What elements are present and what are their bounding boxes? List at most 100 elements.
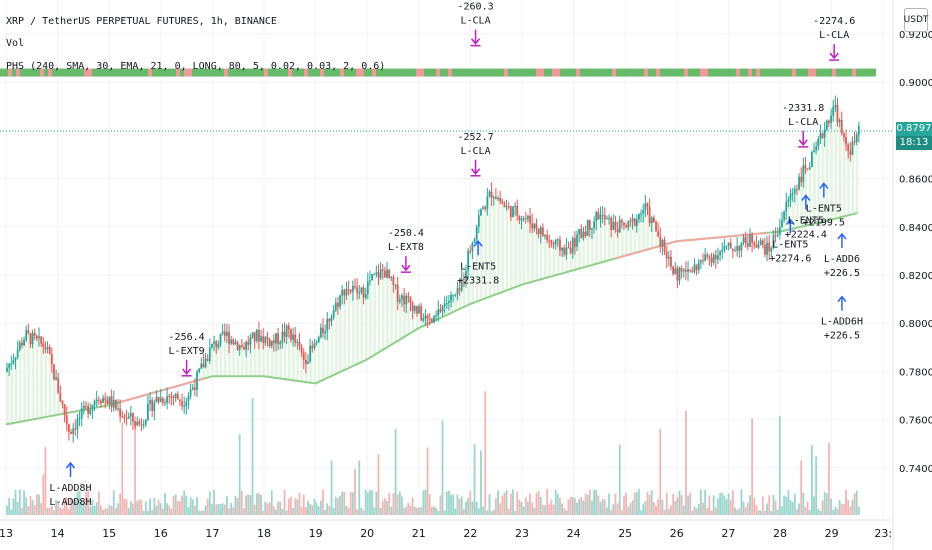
time-axis[interactable]: 13 14 15 16 17 18 19 20 21 22 23 24 25 26 27 28 29 23: bbox=[0, 519, 932, 540]
candle-body bbox=[810, 152, 813, 168]
candle-body bbox=[533, 223, 536, 229]
candle-body bbox=[153, 402, 156, 411]
volume-bar bbox=[140, 500, 143, 515]
ma-fill-segment bbox=[544, 235, 547, 279]
candle-body bbox=[742, 236, 745, 243]
candle-body bbox=[123, 416, 126, 418]
candle-body bbox=[746, 243, 749, 247]
currency-label[interactable]: USDT bbox=[904, 8, 928, 32]
volume-bar bbox=[652, 502, 655, 515]
candle-body bbox=[482, 207, 484, 210]
ma-fill-segment bbox=[847, 151, 850, 216]
candle-body bbox=[16, 349, 19, 358]
volume-bar bbox=[121, 422, 124, 515]
volume-bar bbox=[211, 503, 213, 515]
candle-body bbox=[710, 257, 713, 263]
symbol-legend[interactable]: XRP / TetherUS PERPETUAL FUTURES, 1h, BI… bbox=[6, 16, 277, 27]
candle-body bbox=[667, 256, 670, 259]
band-segment bbox=[664, 68, 668, 77]
long-signal: L-ADD6 +226.5 bbox=[824, 232, 860, 279]
signal-label: +226.5 bbox=[824, 268, 860, 279]
candle-body bbox=[249, 337, 252, 345]
candle-body bbox=[806, 168, 809, 170]
band-segment bbox=[172, 68, 176, 77]
candle-body bbox=[851, 141, 854, 155]
time-tick-label: 17 bbox=[205, 527, 219, 540]
band-segment bbox=[496, 68, 500, 77]
volume-bar bbox=[108, 504, 111, 515]
candle-body bbox=[433, 316, 435, 323]
volume-bar bbox=[629, 503, 632, 515]
ma-fill-segment bbox=[18, 342, 22, 423]
volume-legend[interactable]: Vol bbox=[6, 38, 25, 49]
band-segment bbox=[796, 68, 800, 77]
candle-body bbox=[168, 396, 171, 398]
volume-bar bbox=[729, 499, 732, 515]
band-segment bbox=[508, 68, 512, 77]
volume-bar bbox=[448, 490, 450, 515]
volume-bar bbox=[362, 510, 365, 515]
ma-fill-segment bbox=[57, 393, 61, 415]
volume-bar bbox=[584, 493, 587, 515]
signal-label: L-EXT8 bbox=[388, 242, 424, 253]
ma-fill-segment bbox=[415, 313, 419, 330]
candle-body bbox=[448, 301, 450, 304]
volume-bar bbox=[159, 503, 162, 515]
ma-fill-segment bbox=[296, 341, 300, 381]
volume-bar bbox=[23, 490, 25, 515]
ma-fill-segment bbox=[646, 206, 650, 250]
volume-bar bbox=[821, 500, 824, 515]
volume-bar bbox=[371, 490, 373, 515]
volume-bar bbox=[460, 496, 463, 515]
candle-body bbox=[755, 245, 758, 248]
candle-body bbox=[78, 418, 81, 420]
volume-bar bbox=[97, 491, 100, 515]
volume-bar bbox=[541, 504, 544, 515]
band-segment bbox=[188, 68, 192, 77]
volume-bar bbox=[616, 503, 619, 515]
candle-body bbox=[304, 359, 307, 365]
volume-bar bbox=[815, 456, 818, 515]
volume-bar bbox=[249, 495, 252, 515]
volume-bar bbox=[791, 501, 794, 515]
band-segment bbox=[644, 68, 648, 77]
band-segment bbox=[516, 68, 520, 77]
band-segment bbox=[724, 68, 728, 77]
volume-bar bbox=[672, 493, 675, 515]
band-segment bbox=[832, 68, 836, 77]
volume-bar bbox=[441, 420, 444, 515]
band-segment bbox=[100, 68, 104, 77]
candle-body bbox=[164, 402, 166, 404]
candle-body bbox=[541, 227, 544, 236]
candle-body bbox=[766, 242, 768, 255]
volume-bar bbox=[85, 491, 87, 515]
candle-body bbox=[539, 227, 542, 235]
candle-body bbox=[569, 247, 572, 254]
volume-bar bbox=[655, 505, 657, 515]
candle-body bbox=[202, 363, 205, 368]
ma-fill-segment bbox=[339, 295, 342, 373]
candle-body bbox=[8, 363, 11, 368]
band-segment bbox=[344, 68, 348, 77]
candle-body bbox=[813, 150, 815, 153]
ma-fill-segment bbox=[198, 368, 201, 381]
candle-body bbox=[717, 255, 719, 260]
arrow-head-icon bbox=[182, 368, 192, 376]
ma-fill-segment bbox=[787, 199, 791, 230]
signal-label: L-CLA bbox=[461, 16, 491, 27]
band-segment bbox=[804, 68, 808, 77]
candle-body bbox=[439, 309, 442, 312]
price-tick-label: 0.9000 bbox=[899, 78, 932, 89]
band-segment bbox=[88, 68, 92, 77]
band-segment bbox=[460, 68, 464, 77]
indicator-legend[interactable]: PHS (240, SMA, 30, EMA, 21, 0, LONG, 80,… bbox=[6, 61, 386, 72]
volume-bar bbox=[351, 492, 354, 515]
candle-body bbox=[112, 400, 115, 408]
candle-body bbox=[597, 212, 600, 220]
price-axis[interactable]: 0.92000.90000.88000.86000.84000.82000.80… bbox=[892, 0, 932, 550]
volume-bar bbox=[87, 489, 90, 515]
ma-fill-segment bbox=[283, 336, 287, 379]
candle-body bbox=[738, 246, 741, 251]
volume-bar bbox=[514, 510, 517, 515]
